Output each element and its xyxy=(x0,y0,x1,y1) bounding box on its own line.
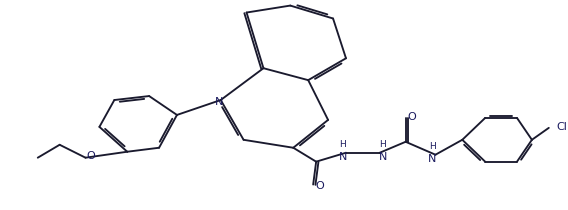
Text: H: H xyxy=(340,140,346,149)
Text: N: N xyxy=(339,152,347,162)
Text: N: N xyxy=(379,152,387,162)
Text: H: H xyxy=(379,140,386,149)
Text: N: N xyxy=(215,97,223,107)
Text: O: O xyxy=(86,151,95,161)
Text: N: N xyxy=(428,154,437,164)
Text: H: H xyxy=(429,142,436,151)
Text: O: O xyxy=(407,112,416,122)
Text: O: O xyxy=(316,181,324,190)
Text: Cl: Cl xyxy=(557,122,567,132)
